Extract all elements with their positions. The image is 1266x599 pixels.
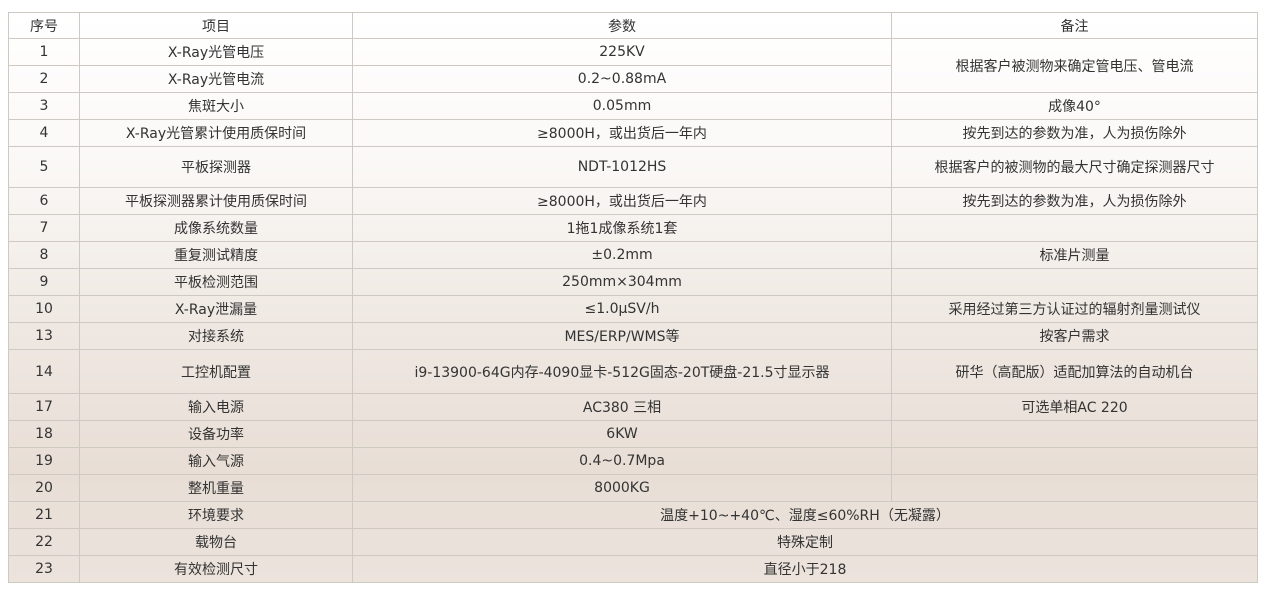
table-row: 9 平板检测范围 250mm×304mm [8, 268, 1258, 296]
cell-note: 根据客户被测物来确定管电压、管电流 [891, 38, 1258, 93]
table-row: 17 输入电源 AC380 三相 可选单相AC 220 [8, 393, 1258, 421]
table-row: 6 平板探测器累计使用质保时间 ≥8000H，或出货后一年内 按先到达的参数为准… [8, 187, 1258, 215]
spec-table: 序号 项目 参数 备注 1 X-Ray光管电压 225KV 根据客户被测物来确定… [8, 12, 1258, 583]
cell-param: i9-13900-64G内存-4090显卡-512G固态-20T硬盘-21.5寸… [352, 349, 892, 394]
cell-no: 14 [8, 349, 80, 394]
cell-note: 标准片测量 [891, 241, 1258, 269]
cell-note: 研华（高配版）适配加算法的自动机台 [891, 349, 1258, 394]
cell-item: 重复测试精度 [79, 241, 353, 269]
cell-no: 2 [8, 65, 80, 93]
cell-item: 载物台 [79, 528, 353, 556]
table-row: 18 设备功率 6KW [8, 420, 1258, 448]
cell-no: 1 [8, 38, 80, 66]
table-row: 10 X-Ray泄漏量 ≤1.0μSV/h 采用经过第三方认证过的辐射剂量测试仪 [8, 295, 1258, 323]
cell-no: 22 [8, 528, 80, 556]
cell-no: 4 [8, 119, 80, 147]
table-row: 2 X-Ray光管电流 0.2~0.88mA [8, 65, 1258, 93]
table-row: 20 整机重量 8000KG [8, 474, 1258, 502]
cell-item: 平板探测器累计使用质保时间 [79, 187, 353, 215]
header-no: 序号 [8, 12, 80, 39]
cell-item: 有效检测尺寸 [79, 555, 353, 583]
cell-note [891, 474, 1258, 502]
cell-param: 0.4~0.7Mpa [352, 447, 892, 475]
cell-no: 10 [8, 295, 80, 323]
cell-note [891, 214, 1258, 242]
table-row: 23 有效检测尺寸 直径小于218 [8, 555, 1258, 583]
cell-param: 温度+10~+40℃、湿度≤60%RH（无凝露） [352, 501, 1258, 529]
cell-param: ≤1.0μSV/h [352, 295, 892, 323]
table-row: 4 X-Ray光管累计使用质保时间 ≥8000H，或出货后一年内 按先到达的参数… [8, 119, 1258, 147]
cell-item: 设备功率 [79, 420, 353, 448]
cell-note [891, 420, 1258, 448]
cell-no: 6 [8, 187, 80, 215]
table-row: 3 焦斑大小 0.05mm 成像40° [8, 92, 1258, 120]
cell-item: 成像系统数量 [79, 214, 353, 242]
table-row: 7 成像系统数量 1拖1成像系统1套 [8, 214, 1258, 242]
cell-item: 环境要求 [79, 501, 353, 529]
table-row: 22 载物台 特殊定制 [8, 528, 1258, 556]
cell-param: NDT-1012HS [352, 146, 892, 188]
table-row: 8 重复测试精度 ±0.2mm 标准片测量 [8, 241, 1258, 269]
cell-param: 0.05mm [352, 92, 892, 120]
cell-param: ≥8000H，或出货后一年内 [352, 119, 892, 147]
table-row: 13 对接系统 MES/ERP/WMS等 按客户需求 [8, 322, 1258, 350]
table-row: 14 工控机配置 i9-13900-64G内存-4090显卡-512G固态-20… [8, 349, 1258, 394]
cell-no: 9 [8, 268, 80, 296]
cell-item: 焦斑大小 [79, 92, 353, 120]
cell-item: 输入电源 [79, 393, 353, 421]
cell-note: 采用经过第三方认证过的辐射剂量测试仪 [891, 295, 1258, 323]
cell-item: X-Ray光管电压 [79, 38, 353, 66]
cell-param: 6KW [352, 420, 892, 448]
table-row: 21 环境要求 温度+10~+40℃、湿度≤60%RH（无凝露） [8, 501, 1258, 529]
cell-item: 整机重量 [79, 474, 353, 502]
cell-param: 1拖1成像系统1套 [352, 214, 892, 242]
cell-item: X-Ray光管累计使用质保时间 [79, 119, 353, 147]
cell-note [891, 447, 1258, 475]
table-row: 5 平板探测器 NDT-1012HS 根据客户的被测物的最大尺寸确定探测器尺寸 [8, 146, 1258, 188]
cell-param: ≥8000H，或出货后一年内 [352, 187, 892, 215]
cell-no: 7 [8, 214, 80, 242]
cell-note: 按先到达的参数为准，人为损伤除外 [891, 187, 1258, 215]
cell-item: 输入气源 [79, 447, 353, 475]
cell-item: 对接系统 [79, 322, 353, 350]
cell-param: 8000KG [352, 474, 892, 502]
cell-param: AC380 三相 [352, 393, 892, 421]
cell-note [891, 268, 1258, 296]
cell-no: 17 [8, 393, 80, 421]
header-param: 参数 [352, 12, 892, 39]
cell-param: 直径小于218 [352, 555, 1258, 583]
header-item: 项目 [79, 12, 353, 39]
cell-param: MES/ERP/WMS等 [352, 322, 892, 350]
cell-no: 3 [8, 92, 80, 120]
cell-note: 根据客户的被测物的最大尺寸确定探测器尺寸 [891, 146, 1258, 188]
cell-no: 23 [8, 555, 80, 583]
cell-item: 工控机配置 [79, 349, 353, 394]
header-note: 备注 [891, 12, 1258, 39]
cell-param: 0.2~0.88mA [352, 65, 892, 93]
cell-note: 可选单相AC 220 [891, 393, 1258, 421]
cell-item: 平板探测器 [79, 146, 353, 188]
cell-param: ±0.2mm [352, 241, 892, 269]
cell-param: 225KV [352, 38, 892, 66]
cell-item: 平板检测范围 [79, 268, 353, 296]
cell-no: 20 [8, 474, 80, 502]
cell-no: 19 [8, 447, 80, 475]
cell-note: 成像40° [891, 92, 1258, 120]
cell-no: 5 [8, 146, 80, 188]
cell-param: 特殊定制 [352, 528, 1258, 556]
cell-no: 21 [8, 501, 80, 529]
cell-no: 13 [8, 322, 80, 350]
table-row: 1 X-Ray光管电压 225KV 根据客户被测物来确定管电压、管电流 [8, 38, 1258, 93]
cell-param: 250mm×304mm [352, 268, 892, 296]
cell-note: 按客户需求 [891, 322, 1258, 350]
cell-item: X-Ray光管电流 [79, 65, 353, 93]
cell-no: 18 [8, 420, 80, 448]
cell-note: 按先到达的参数为准，人为损伤除外 [891, 119, 1258, 147]
table-row: 19 输入气源 0.4~0.7Mpa [8, 447, 1258, 475]
cell-item: X-Ray泄漏量 [79, 295, 353, 323]
cell-no: 8 [8, 241, 80, 269]
table-header-row: 序号 项目 参数 备注 [8, 12, 1258, 39]
